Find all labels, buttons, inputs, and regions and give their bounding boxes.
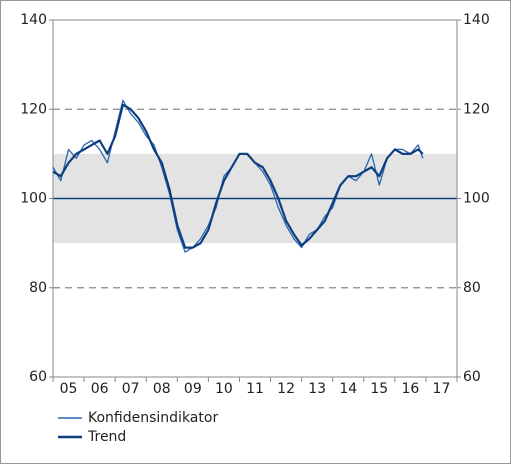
x-tick-label: 12 xyxy=(277,381,295,397)
legend-label: Trend xyxy=(87,429,126,445)
x-tick-label: 09 xyxy=(184,381,202,397)
plot-border xyxy=(52,19,458,378)
y2-tick-label: 140 xyxy=(463,12,490,28)
x-tick-label: 08 xyxy=(153,381,171,397)
x-tick-label: 06 xyxy=(91,381,109,397)
x-tick-label: 05 xyxy=(60,381,78,397)
x-tick-label: 11 xyxy=(246,381,264,397)
series-line xyxy=(52,103,424,249)
y-tick-label: 140 xyxy=(20,12,47,28)
y-tick-label: 100 xyxy=(20,191,47,207)
y-tick-label: 60 xyxy=(29,369,47,385)
x-tick-label: 16 xyxy=(401,381,419,397)
y2-tick-label: 80 xyxy=(463,280,481,296)
x-tick-label: 13 xyxy=(308,381,326,397)
y2-tick-label: 120 xyxy=(463,101,490,117)
legend-label: Konfidensindikator xyxy=(88,410,218,426)
y2-tick-label: 100 xyxy=(463,191,490,207)
x-tick-label: 10 xyxy=(215,381,233,397)
y-tick-label: 80 xyxy=(29,280,47,296)
y2-tick-label: 60 xyxy=(463,369,481,385)
x-tick-label: 14 xyxy=(339,381,357,397)
y-tick-label: 120 xyxy=(20,101,47,117)
x-tick-label: 17 xyxy=(433,381,451,397)
x-tick-label: 15 xyxy=(370,381,388,397)
x-tick-label: 07 xyxy=(122,381,140,397)
